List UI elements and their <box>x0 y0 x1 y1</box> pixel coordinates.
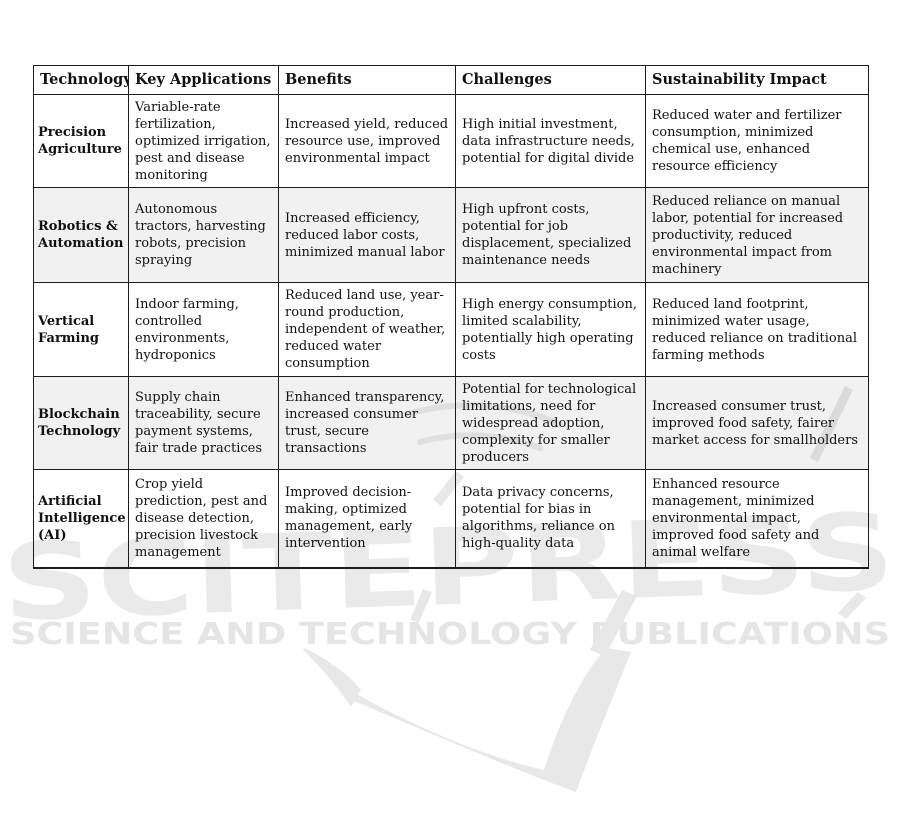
challenges-cell: High initial investment, data infrastruc… <box>455 94 646 188</box>
column-header-challenges: Challenges <box>455 65 646 95</box>
column-header-technology: Technology <box>33 65 129 95</box>
sustainability-impact-cell: Enhanced resource management, minimized … <box>645 469 869 569</box>
benefits-cell: Enhanced transparency, increased consume… <box>278 376 456 470</box>
table-row-blockchain-technology: Blockchain Technology Supply chain trace… <box>33 376 869 470</box>
sustainability-impact-cell: Reduced water and fertilizer consumption… <box>645 94 869 188</box>
challenges-cell: High energy consumption, limited scalabi… <box>455 282 646 377</box>
header-row: Technology Key Applications Benefits Cha… <box>33 65 869 95</box>
technology-cell: Robotics & Automation <box>33 187 129 283</box>
technology-cell: Precision Agriculture <box>33 94 129 188</box>
sustainability-impact-cell: Increased consumer trust, improved food … <box>645 376 869 470</box>
table-row-vertical-farming: Vertical Farming Indoor farming, control… <box>33 282 869 377</box>
column-header-key-applications: Key Applications <box>128 65 279 95</box>
key-applications-cell: Crop yield prediction, pest and disease … <box>128 469 279 569</box>
table-row-robotics-automation: Robotics & Automation Autonomous tractor… <box>33 187 869 283</box>
benefits-cell: Reduced land use, year-round production,… <box>278 282 456 377</box>
benefits-cell: Increased yield, reduced resource use, i… <box>278 94 456 188</box>
key-applications-cell: Indoor farming, controlled environments,… <box>128 282 279 377</box>
technology-comparison-table: Technology Key Applications Benefits Cha… <box>33 65 869 569</box>
sustainability-impact-cell: Reduced land footprint, minimized water … <box>645 282 869 377</box>
challenges-cell: Potential for technological limitations,… <box>455 376 646 470</box>
watermark-tagline-text: SCIENCE AND TECHNOLOGY PUBLICATIONS <box>10 617 890 652</box>
benefits-cell: Increased efficiency, reduced labor cost… <box>278 187 456 283</box>
key-applications-cell: Variable-rate fertilization, optimized i… <box>128 94 279 188</box>
sustainability-impact-cell: Reduced reliance on manual labor, potent… <box>645 187 869 283</box>
benefits-cell: Improved decision-making, optimized mana… <box>278 469 456 569</box>
table-container: Technology Key Applications Benefits Cha… <box>33 65 869 569</box>
table-row-artificial-intelligence: Artificial Intelligence (AI) Crop yield … <box>33 469 869 569</box>
key-applications-cell: Supply chain traceability, secure paymen… <box>128 376 279 470</box>
column-header-benefits: Benefits <box>278 65 456 95</box>
table-row-precision-agriculture: Precision Agriculture Variable-rate fert… <box>33 94 869 188</box>
column-header-sustainability-impact: Sustainability Impact <box>645 65 869 95</box>
key-applications-cell: Autonomous tractors, harvesting robots, … <box>128 187 279 283</box>
technology-cell: Vertical Farming <box>33 282 129 377</box>
technology-cell: Blockchain Technology <box>33 376 129 470</box>
challenges-cell: High upfront costs, potential for job di… <box>455 187 646 283</box>
challenges-cell: Data privacy concerns, potential for bia… <box>455 469 646 569</box>
technology-cell: Artificial Intelligence (AI) <box>33 469 129 569</box>
